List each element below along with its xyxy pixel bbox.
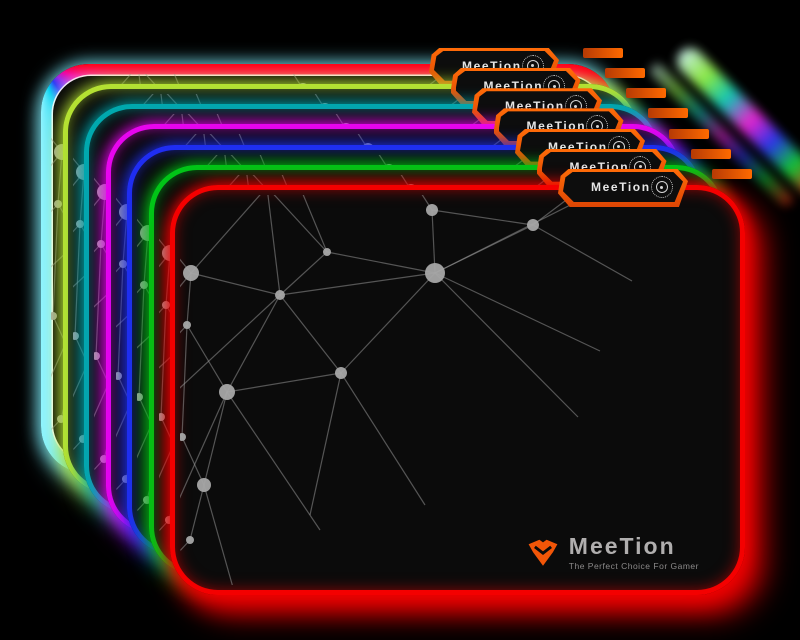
- led-touch-button-dot: [638, 165, 642, 169]
- brand-logo-text: MeeTion: [568, 533, 676, 559]
- brand-logo: MeeTion The Perfect Choice For Gamer: [525, 535, 699, 571]
- led-touch-button-dot: [617, 145, 621, 149]
- orange-corner-trim: [604, 68, 645, 78]
- orange-corner-trim: [712, 169, 752, 179]
- orange-corner-trim: [690, 148, 731, 159]
- tab-brand-label: MeeTion: [591, 180, 651, 194]
- mousepad-red: MeeTion The Perfect Choice For Gamer MeeTi…: [170, 169, 752, 595]
- orange-corner-trim: [583, 47, 623, 58]
- orange-corner-trim: [647, 108, 688, 119]
- brand-tagline: The Perfect Choice For Gamer: [568, 561, 699, 571]
- led-touch-button-icon: [650, 176, 673, 198]
- led-touch-button-dot: [531, 64, 535, 68]
- led-touch-button-ring: [655, 181, 668, 193]
- led-touch-button-dot: [574, 104, 578, 108]
- led-control-tab: MeeTion: [558, 169, 688, 207]
- led-touch-button-dot: [595, 124, 599, 128]
- constellation-pattern: [180, 195, 633, 585]
- orange-corner-trim: [669, 128, 709, 139]
- led-touch-button-dot: [660, 185, 664, 189]
- orange-corner-trim: [626, 88, 666, 99]
- meetion-shield-icon: [528, 539, 558, 566]
- led-touch-button-dot: [552, 84, 556, 88]
- led-control-tab-face: MeeTion: [563, 172, 683, 202]
- pad-print-area: [180, 195, 735, 585]
